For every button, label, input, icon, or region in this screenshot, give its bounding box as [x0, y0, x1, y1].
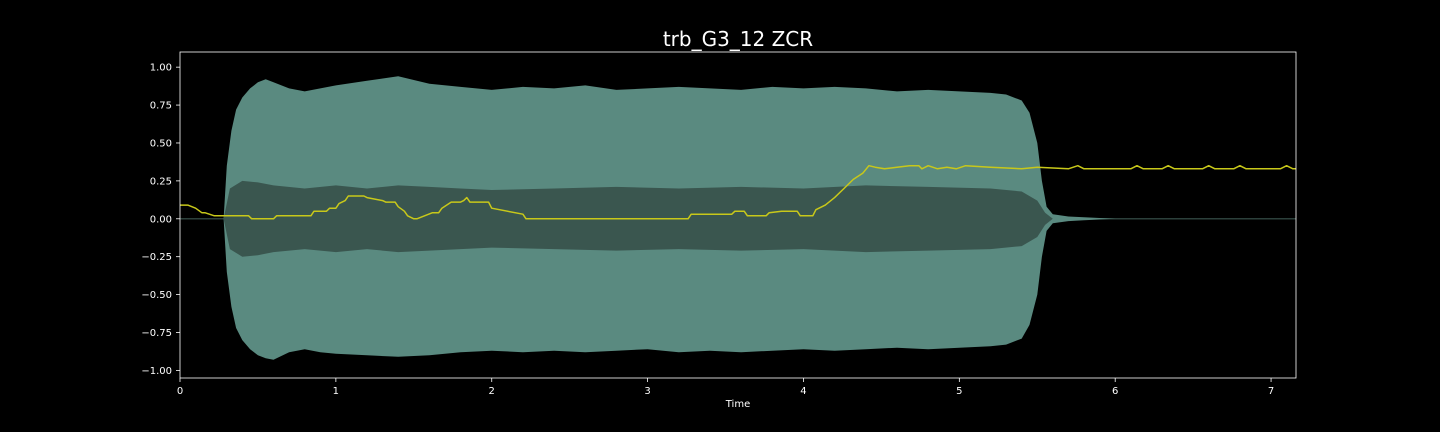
- chart-title: trb_G3_12 ZCR: [663, 27, 813, 51]
- y-tick-label: 0.50: [150, 138, 172, 149]
- x-tick-label: 3: [644, 386, 650, 397]
- axes-frame: [179, 51, 1297, 379]
- x-tick-label: 4: [800, 386, 806, 397]
- x-tick-label: 7: [1268, 386, 1274, 397]
- y-tick-label: 0.75: [150, 101, 172, 112]
- y-tick-label: 1.00: [150, 63, 172, 74]
- plot-area: [180, 76, 1296, 360]
- y-tick-label: 0.25: [150, 176, 172, 187]
- x-axis-label: Time: [725, 399, 750, 410]
- waveform-envelope-inner: [180, 180, 1296, 257]
- zcr-line: [180, 164, 1296, 220]
- x-tick-label: 0: [177, 386, 183, 397]
- y-tick-label: 0.00: [150, 214, 172, 225]
- y-axis: −1.00 −0.75 −0.50 −0.25 0.00 0.25 0.50 0.75 1.00: [141, 63, 180, 377]
- x-tick-label: 1: [333, 386, 339, 397]
- x-tick-label: 5: [956, 386, 962, 397]
- x-tick-label: 6: [1112, 386, 1118, 397]
- x-axis: 0 1 2 3 4 5 6 7: [177, 378, 1274, 397]
- y-tick-label: −0.25: [141, 252, 172, 263]
- x-tick-label: 2: [489, 386, 495, 397]
- y-tick-label: −0.50: [141, 290, 172, 301]
- y-tick-label: −1.00: [141, 366, 172, 377]
- y-tick-label: −0.75: [141, 328, 172, 339]
